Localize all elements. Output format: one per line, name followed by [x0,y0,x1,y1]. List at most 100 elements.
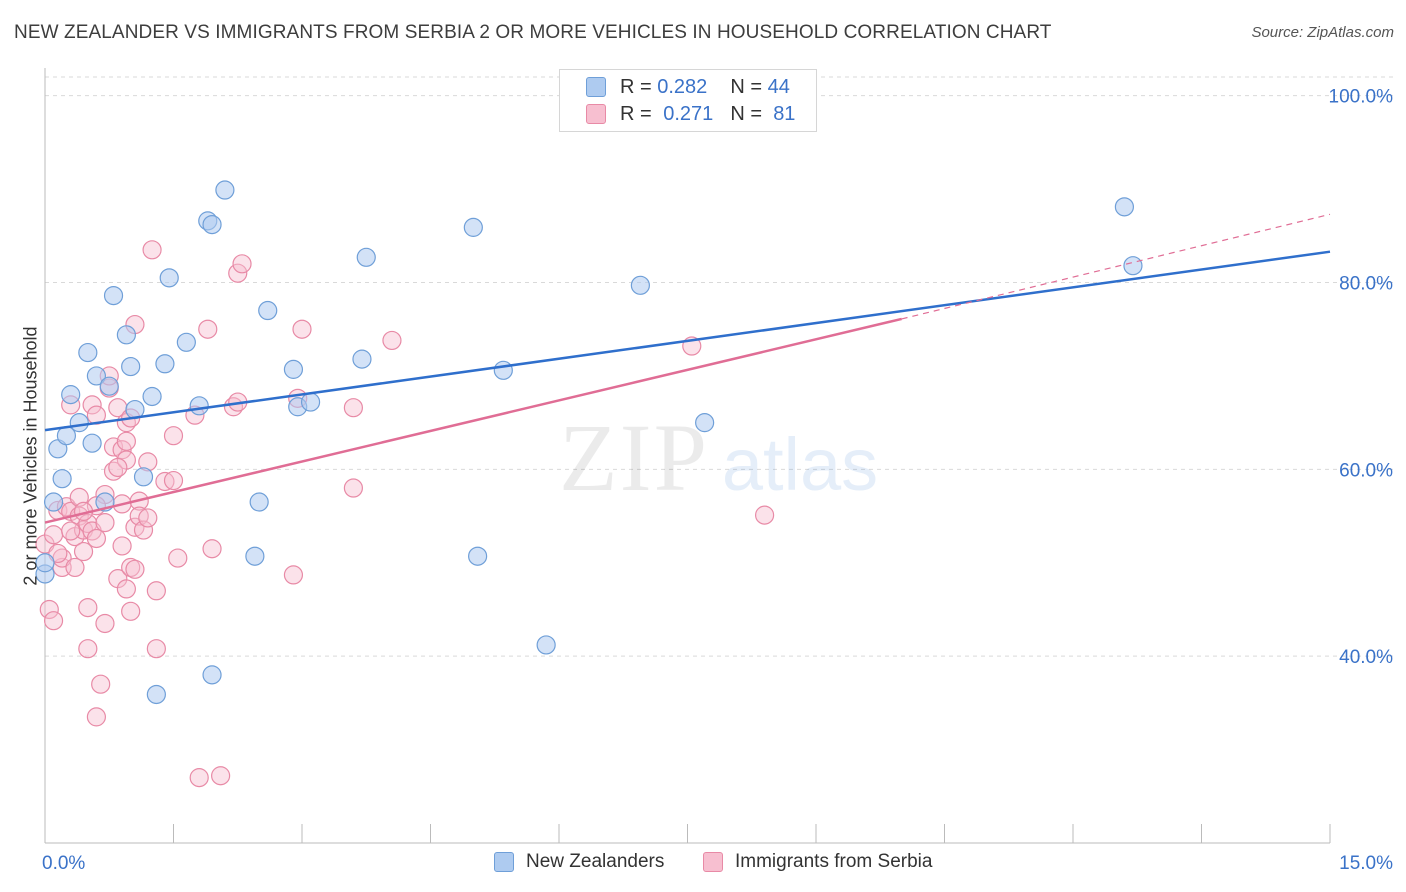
point-serbia [343,478,363,498]
point-nz [468,546,488,566]
point-nz [356,247,376,267]
y-tick-label: 40.0% [1339,647,1393,668]
correlation-legend: R = 0.282 N = 44 R = 0.271 N = 81 [559,69,817,132]
series-serbia-points [35,240,775,788]
trendline-serbia [44,317,902,524]
point-serbia [202,539,222,559]
point-serbia [198,319,218,339]
legend-n-value-serbia: 81 [773,102,796,125]
trend-lines [44,213,1331,524]
point-serbia [86,707,107,727]
bottom-legend-swatch-nz [494,852,514,872]
point-nz [35,553,55,573]
point-nz [202,214,222,235]
point-serbia [146,581,166,601]
chart-title: NEW ZEALANDER VS IMMIGRANTS FROM SERBIA … [14,22,1052,43]
point-nz [352,349,372,369]
point-serbia [61,521,81,541]
point-serbia [112,536,132,556]
point-serbia [138,508,158,528]
series-nz-points [35,180,1143,705]
point-serbia [108,457,128,478]
point-serbia [86,528,107,549]
point-nz [283,359,304,379]
x-tick-label-min: 0.0% [42,853,85,874]
y-tick-label: 60.0% [1339,460,1393,481]
point-serbia [65,557,85,578]
grid-lines [45,76,1394,657]
legend-row-nz: R = 0.282 N = 44 [586,74,790,100]
point-serbia [142,240,162,260]
point-nz [189,396,209,416]
point-serbia [232,254,252,274]
legend-r-label: R = [620,102,652,125]
point-serbia [39,599,59,620]
legend-swatch-nz [586,77,606,97]
point-nz [52,469,72,489]
legend-swatch-serbia [586,104,606,124]
y-tick-label: 80.0% [1339,274,1393,295]
point-serbia [43,525,64,545]
point-nz [133,467,154,487]
point-nz [245,546,265,566]
point-nz [215,180,235,200]
point-serbia [78,597,98,618]
legend-r-value-nz: 0.282 [657,75,708,98]
axes [44,68,1331,844]
bottom-legend-swatch-serbia [703,852,723,872]
legend-n-label: N = [730,102,763,125]
legend-row-serbia: R = 0.271 N = 81 [586,101,795,127]
x-tick-label-max: 15.0% [1339,853,1393,874]
point-serbia [163,470,184,491]
point-serbia [95,613,115,634]
point-nz [300,392,321,412]
point-nz [249,492,269,512]
watermark-zip: ZIP [559,404,709,511]
point-nz [86,366,107,386]
legend-n-label: N = [730,75,763,98]
point-serbia [211,766,231,786]
point-nz [121,356,141,377]
y-tick-label: 100.0% [1329,87,1394,108]
point-serbia [95,512,115,533]
point-nz [1114,197,1135,217]
point-serbia [121,601,141,621]
point-nz [176,332,196,352]
point-nz [116,325,136,345]
point-serbia [189,768,209,788]
legend-n-value-nz: 44 [767,75,790,98]
point-serbia [168,548,188,568]
point-nz [146,684,166,705]
bottom-legend-nz: New Zealanders [494,851,664,873]
point-nz [43,492,64,512]
point-serbia [228,263,248,283]
point-serbia [43,611,64,631]
point-nz [78,342,98,363]
point-serbia [292,319,312,339]
bottom-legend-serbia: Immigrants from Serbia [703,851,932,873]
point-nz [202,665,222,685]
point-serbia [125,559,145,579]
point-nz [82,433,102,453]
trendline-nz [44,250,1331,432]
point-nz [536,635,556,655]
point-nz [463,217,483,237]
point-serbia [116,431,136,451]
point-nz [1123,256,1143,276]
point-serbia [133,520,154,540]
watermark-atlas: atlas [722,423,878,506]
legend-r-label: R = [620,75,652,98]
point-nz [630,275,650,295]
bottom-legend-label-nz: New Zealanders [526,851,665,872]
point-nz [69,413,89,433]
point-serbia [116,579,136,599]
point-serbia [754,505,775,525]
source-label: Source: ZipAtlas.com [1251,24,1394,41]
point-nz [155,354,175,374]
point-serbia [82,395,102,415]
point-nz [159,268,179,288]
point-serbia [73,541,94,562]
point-serbia [283,565,304,585]
point-nz [493,360,513,380]
